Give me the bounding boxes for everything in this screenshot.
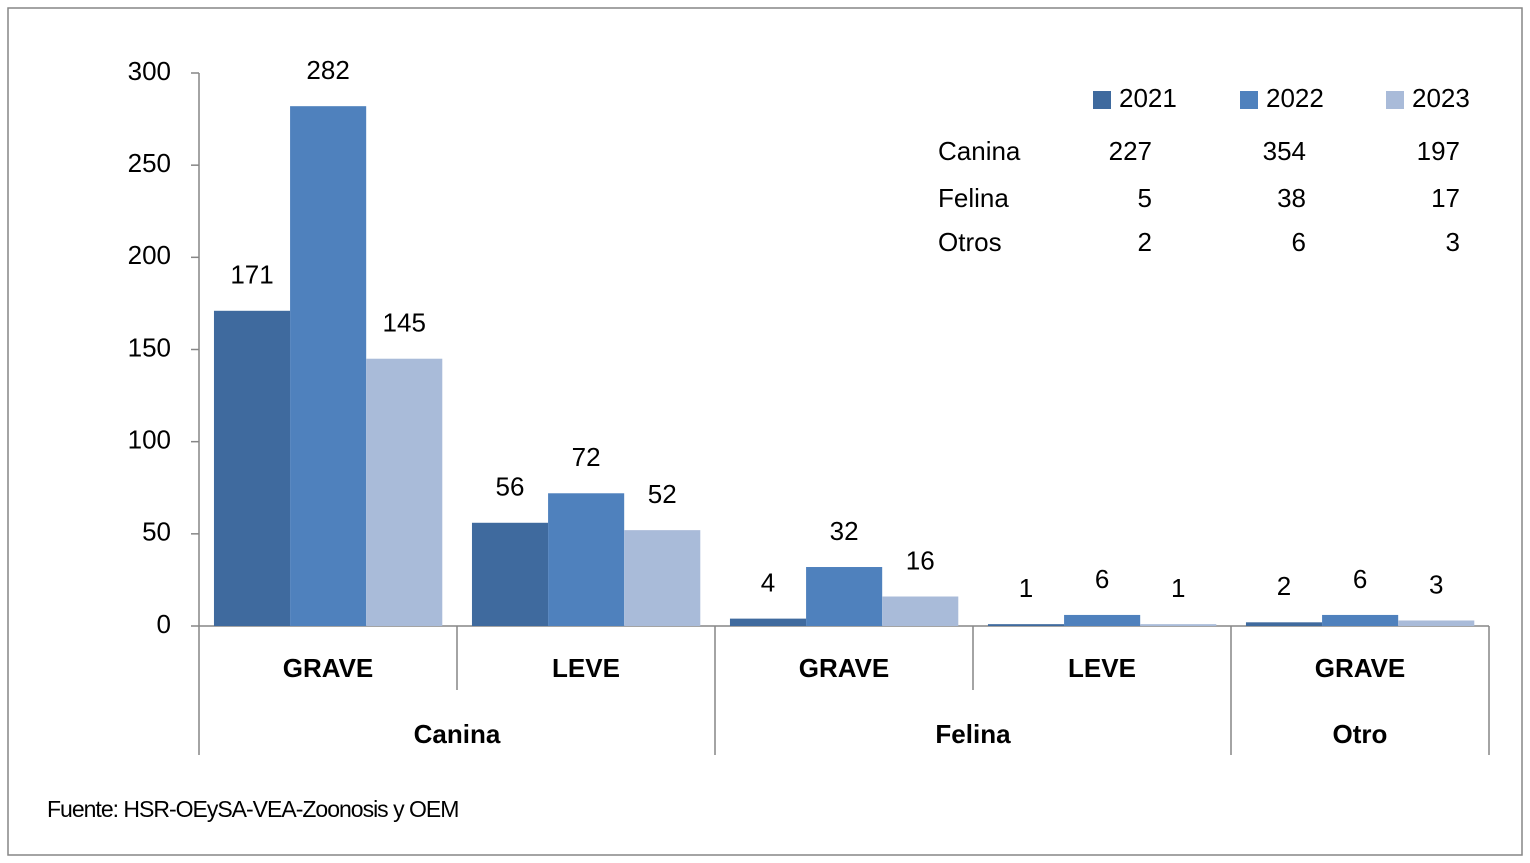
legend-label: 2021 — [1119, 83, 1177, 113]
data-label: 171 — [230, 260, 273, 290]
data-label: 16 — [906, 545, 935, 575]
bar — [548, 493, 625, 626]
table-row-label: Felina — [938, 183, 1009, 213]
y-tick-label: 50 — [142, 517, 171, 547]
table-cell: 227 — [1109, 136, 1152, 166]
data-label: 282 — [306, 55, 349, 85]
table-cell: 2 — [1138, 227, 1152, 257]
table-row-label: Canina — [938, 136, 1021, 166]
group-label: Canina — [414, 719, 501, 749]
bar — [1140, 624, 1217, 626]
table-cell: 6 — [1292, 227, 1306, 257]
table-cell: 3 — [1446, 227, 1460, 257]
data-label: 1 — [1019, 573, 1033, 603]
y-tick-label: 0 — [157, 609, 171, 639]
y-tick-label: 100 — [128, 425, 171, 455]
data-label: 32 — [830, 516, 859, 546]
bar — [366, 358, 443, 626]
bar — [1398, 620, 1475, 626]
x-tick-label: GRAVE — [799, 653, 890, 683]
data-label: 52 — [648, 479, 677, 509]
legend-swatch — [1093, 91, 1111, 109]
y-tick-label: 150 — [128, 332, 171, 362]
y-tick-label: 200 — [128, 240, 171, 270]
table-cell: 38 — [1277, 183, 1306, 213]
table-cell: 354 — [1263, 136, 1306, 166]
x-tick-label: LEVE — [1068, 653, 1136, 683]
bar — [1322, 614, 1399, 626]
data-label: 6 — [1095, 564, 1109, 594]
source-note: Fuente: HSR-OEySA-VEA-Zoonosis y OEM — [47, 796, 458, 822]
legend-label: 2023 — [1412, 83, 1470, 113]
data-label: 6 — [1353, 564, 1367, 594]
y-tick-label: 250 — [128, 148, 171, 178]
bar — [1245, 622, 1323, 626]
bar — [882, 596, 959, 626]
bar — [987, 624, 1065, 626]
data-label: 4 — [761, 568, 775, 598]
data-label: 56 — [496, 472, 525, 502]
x-tick-label: GRAVE — [1315, 653, 1406, 683]
data-label: 2 — [1277, 571, 1291, 601]
bar — [290, 106, 367, 627]
legend-swatch — [1240, 91, 1258, 109]
data-label: 145 — [383, 308, 426, 338]
table-cell: 5 — [1138, 183, 1152, 213]
data-label: 3 — [1429, 569, 1443, 599]
table-cell: 197 — [1417, 136, 1460, 166]
bar — [729, 618, 807, 626]
table-cell: 17 — [1431, 183, 1460, 213]
bar — [624, 530, 701, 626]
bar — [471, 522, 549, 626]
legend-swatch — [1386, 91, 1404, 109]
table-row-label: Otros — [938, 227, 1002, 257]
bar — [1064, 614, 1141, 626]
y-tick-label: 300 — [128, 56, 171, 86]
legend-label: 2022 — [1266, 83, 1324, 113]
x-tick-label: LEVE — [552, 653, 620, 683]
data-label: 1 — [1171, 573, 1185, 603]
group-label: Otro — [1333, 719, 1388, 749]
bar — [806, 567, 883, 626]
bar — [213, 310, 291, 626]
data-label: 72 — [572, 442, 601, 472]
group-label: Felina — [935, 719, 1011, 749]
x-tick-label: GRAVE — [283, 653, 374, 683]
